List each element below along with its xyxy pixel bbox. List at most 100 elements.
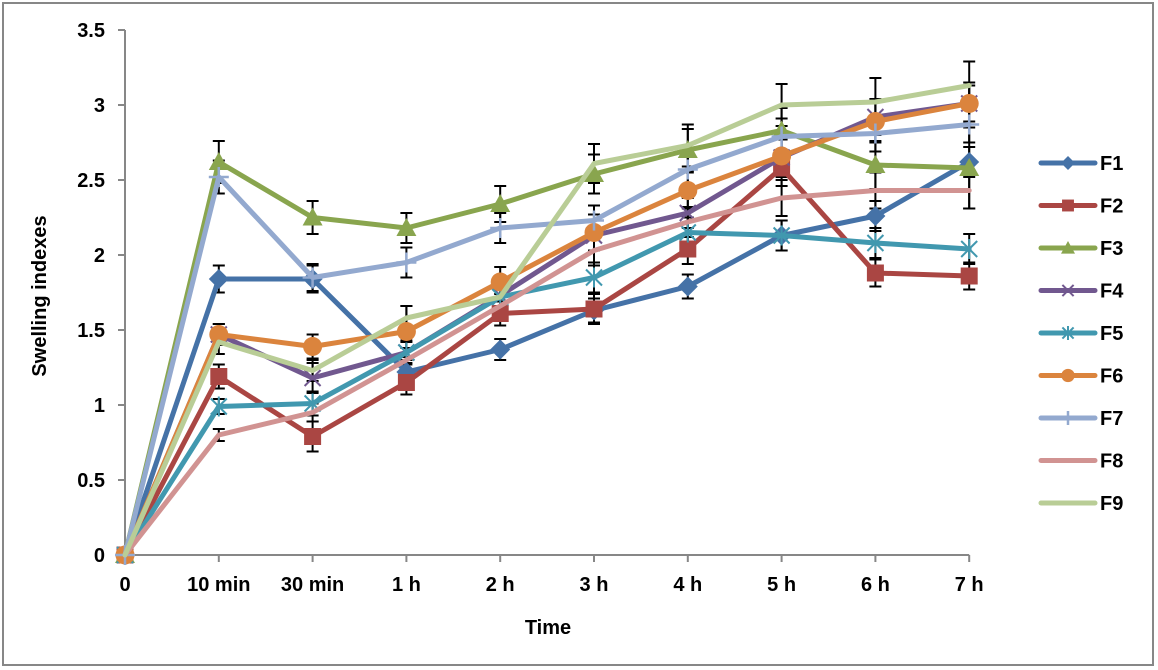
data-point-f6 — [865, 112, 885, 131]
data-point-f6 — [678, 181, 698, 200]
data-point-f3 — [302, 207, 323, 226]
data-point-f1 — [677, 276, 698, 297]
data-point-f3 — [490, 194, 511, 212]
x-mark-stroke — [1061, 284, 1075, 297]
data-point-f7 — [302, 267, 323, 288]
legend-item-f4[interactable]: F4 — [1038, 281, 1124, 303]
data-point-f3 — [584, 164, 604, 182]
legend-item-f2[interactable]: F2 — [1038, 196, 1123, 218]
legend-marker — [1061, 411, 1075, 425]
data-point-f6 — [959, 94, 979, 113]
series-line-f7 — [122, 122, 972, 558]
data-point-f2 — [397, 374, 415, 391]
legend-marker — [1061, 156, 1075, 170]
series-f7 — [115, 114, 980, 565]
data-point-f5 — [960, 239, 978, 259]
data-point-f5 — [210, 396, 228, 417]
axes: 0 0.5 1 1.5 2 2.5 3 3.5 0 10 min 30 min 1 h 2 h 3 h 4 … — [77, 20, 983, 596]
series-line-f8 — [122, 188, 972, 558]
data-point-f4 — [303, 369, 322, 387]
legend-label: F9 — [1100, 493, 1123, 515]
legend-label: F4 — [1100, 281, 1124, 303]
legend-marker — [1061, 368, 1075, 383]
legend-marker — [1061, 241, 1075, 254]
data-point-f3 — [677, 140, 698, 158]
legend-item-f9[interactable]: F9 — [1038, 493, 1123, 515]
data-point-f5 — [866, 233, 885, 253]
y-tick-label: 0 — [94, 545, 105, 567]
legend-marker — [1061, 284, 1075, 297]
series-f9 — [122, 83, 972, 558]
data-point-f2 — [679, 240, 697, 258]
data-point-f6 — [396, 322, 416, 341]
x-tick-label: 5 h — [767, 574, 796, 596]
series-line-f6 — [122, 101, 972, 558]
legend-label: F7 — [1100, 408, 1123, 430]
legend-label: F2 — [1100, 196, 1123, 218]
legend: F1 F2 F3 F4 F5 F6 F7 F8 F9 — [1038, 153, 1124, 515]
y-tick-label: 2.5 — [77, 170, 105, 192]
x-tick-label: 0 — [119, 574, 130, 596]
series-line-f1 — [122, 159, 972, 558]
data-point-f7 — [677, 159, 698, 180]
series-line-f5 — [122, 230, 972, 558]
data-point-f3 — [208, 152, 229, 170]
legend-item-f8[interactable]: F8 — [1038, 451, 1123, 473]
data-point-f2 — [960, 267, 978, 285]
x-mark-stroke — [303, 369, 322, 387]
data-point-f1 — [490, 339, 511, 360]
data-point-f7 — [584, 210, 604, 231]
data-point-f3 — [396, 218, 417, 236]
series-f1 — [115, 152, 980, 565]
y-tick-label: 1 — [94, 395, 105, 417]
legend-item-f5[interactable]: F5 — [1038, 323, 1123, 345]
data-point-f6 — [772, 146, 792, 166]
data-point-f5 — [585, 267, 603, 288]
x-tick-label: 2 h — [486, 574, 515, 596]
legend-label: F8 — [1100, 451, 1123, 473]
data-point-f7 — [771, 126, 792, 147]
data-point-f7 — [865, 123, 886, 144]
legend-marker — [1062, 199, 1074, 212]
legend-item-f1[interactable]: F1 — [1038, 153, 1123, 175]
series-group — [115, 83, 980, 565]
data-point-f1 — [865, 206, 886, 226]
data-point-f7 — [490, 218, 511, 238]
legend-item-f6[interactable]: F6 — [1038, 366, 1123, 388]
data-point-f5 — [679, 222, 697, 243]
legend-label: F6 — [1100, 366, 1123, 388]
legend-item-f3[interactable]: F3 — [1038, 238, 1123, 260]
data-point-f1 — [208, 269, 229, 289]
legend-label: F5 — [1100, 323, 1123, 345]
data-point-f3 — [959, 158, 980, 176]
x-mark-stroke — [679, 204, 697, 222]
x-tick-label: 6 h — [861, 574, 890, 596]
x-tick-label: 1 h — [392, 574, 421, 596]
legend-item-f7[interactable]: F7 — [1038, 408, 1123, 430]
legend-label: F1 — [1100, 153, 1123, 175]
series-line-f9 — [122, 83, 972, 558]
data-point-f6 — [209, 325, 229, 344]
y-tick-label: 0.5 — [77, 470, 105, 492]
data-point-f3 — [865, 155, 886, 173]
series-f3 — [115, 120, 980, 563]
data-point-f2 — [304, 428, 322, 445]
data-point-f5 — [772, 225, 791, 246]
data-point-f6 — [584, 223, 604, 242]
x-tick-label: 4 h — [673, 574, 702, 596]
x-tick-label: 10 min — [187, 574, 250, 596]
data-point-f2 — [210, 368, 228, 385]
data-point-f2 — [866, 264, 884, 282]
legend-label: F3 — [1100, 238, 1123, 260]
series-line-f3 — [122, 128, 972, 558]
data-point-f7 — [208, 167, 229, 187]
y-tick-label: 1.5 — [77, 320, 105, 342]
data-point-f6 — [303, 337, 323, 356]
x-tick-label: 30 min — [281, 574, 344, 596]
y-tick-label: 3.5 — [77, 20, 105, 42]
data-point-f2 — [585, 300, 603, 318]
x-tick-label: 7 h — [955, 574, 984, 596]
y-axis-title: Swelling indexes — [29, 215, 51, 376]
